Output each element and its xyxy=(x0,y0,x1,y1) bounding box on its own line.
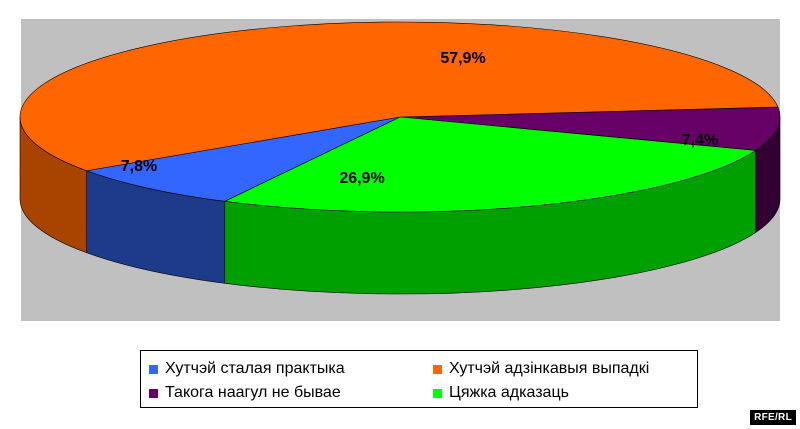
legend-swatch xyxy=(433,388,442,398)
pie-slice-top xyxy=(223,116,757,213)
legend-swatch xyxy=(149,388,158,398)
legend-swatch xyxy=(433,364,442,374)
legend-label: Хутчэй сталая практыка xyxy=(165,360,345,377)
legend-item: Такога наагул не бывае xyxy=(149,384,341,402)
legend: Хутчэй сталая практыка Хутчэй адзінкавыя… xyxy=(140,350,698,408)
legend-label: Такога наагул не бывае xyxy=(165,384,341,401)
slice-data-label: 7,8% xyxy=(121,158,157,175)
slice-data-label: 7,4% xyxy=(682,132,718,149)
legend-swatch xyxy=(149,364,158,374)
slice-data-label: 57,9% xyxy=(440,50,485,67)
legend-label: Цяжка адказаць xyxy=(449,384,569,401)
legend-item: Хутчэй адзінкавыя выпадкі xyxy=(433,360,649,378)
slice-data-label: 26,9% xyxy=(339,170,384,187)
pie-slice-top xyxy=(85,116,401,202)
legend-item: Хутчэй сталая практыка xyxy=(149,360,345,378)
legend-item: Цяжка адказаць xyxy=(433,384,569,402)
pie-slice-top xyxy=(399,106,781,151)
legend-label: Хутчэй адзінкавыя выпадкі xyxy=(449,360,650,377)
credit-badge: RFE/RL xyxy=(750,410,796,425)
pie-slice-top xyxy=(19,21,779,172)
